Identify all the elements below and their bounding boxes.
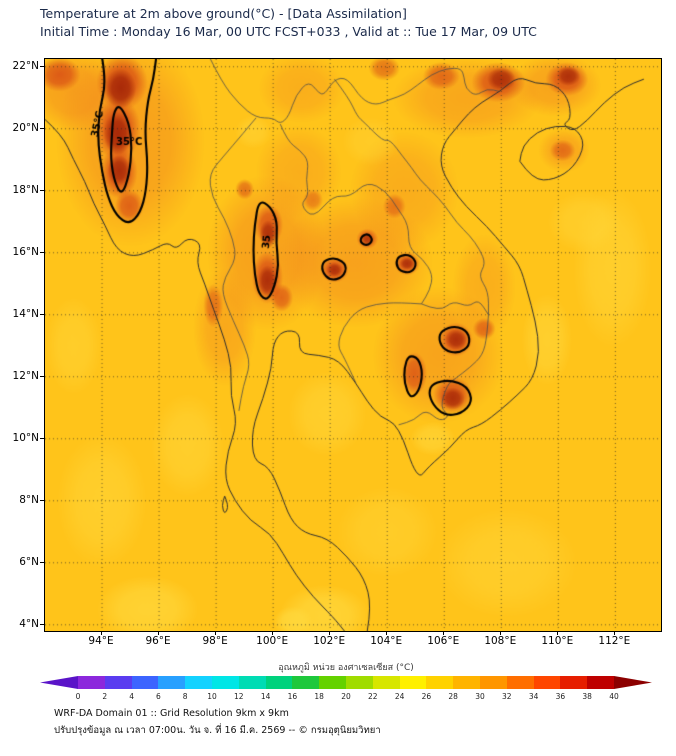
- colorbar-segment: [399, 676, 427, 689]
- lon-tick-mark: [272, 631, 274, 635]
- colorbar-tick-label: 26: [421, 692, 432, 701]
- lat-tick-label: 22°N: [12, 59, 39, 72]
- colorbar-tick-labels: 0 2 4 6 8 10 12 14 16 18 20 22 24 26 28 30 32 34 36 38 40: [40, 692, 652, 702]
- colorbar-segment: [426, 676, 454, 689]
- lon-tick-mark: [158, 631, 160, 635]
- colorbar-tick-label: 2: [102, 692, 108, 701]
- colorbar-tick-label: 18: [314, 692, 324, 701]
- lon-tick-mark: [443, 631, 445, 635]
- colorbar-tick-label: 28: [448, 692, 458, 701]
- lat-tick-label: 10°N: [12, 431, 39, 444]
- lon-tick-label: 104°E: [370, 635, 403, 647]
- lat-tick-label: 16°N: [12, 245, 39, 258]
- colorbar-tick-label: 40: [609, 692, 619, 701]
- lat-tick-label: 12°N: [12, 369, 39, 382]
- colorbar-segment: [345, 676, 373, 689]
- map-title: Temperature at 2m above ground(°C) - [Da…: [40, 6, 407, 21]
- lon-tick-label: 100°E: [256, 635, 289, 647]
- colorbar-segment: [185, 676, 212, 689]
- lon-tick-mark: [329, 631, 331, 635]
- lat-tick-label: 18°N: [12, 183, 39, 196]
- colorbar-tick-label: 4: [129, 692, 134, 701]
- colorbar-tick-label: 32: [502, 692, 512, 701]
- lat-tick-mark: [40, 375, 44, 377]
- colorbar-segment: [319, 676, 346, 689]
- lat-tick-mark: [40, 127, 44, 129]
- colorbar-right-arrow: [614, 676, 652, 689]
- temperature-map-canvas: [44, 58, 662, 632]
- colorbar-tick-label: 14: [260, 692, 271, 701]
- colorbar-segment: [104, 676, 132, 689]
- colorbar-tick-label: 20: [341, 692, 351, 701]
- lon-tick-label: 98°E: [202, 635, 228, 647]
- lat-tick-mark: [40, 437, 44, 439]
- colorbar-segment: [292, 676, 320, 689]
- colorbar-segment: [506, 676, 534, 689]
- colorbar-tick-label: 12: [234, 692, 244, 701]
- lat-tick-label: 6°N: [19, 555, 39, 568]
- lat-tick-mark: [40, 313, 44, 315]
- lon-tick-mark: [557, 631, 559, 635]
- footer-domain-info: WRF-DA Domain 01 :: Grid Resolution 9km …: [54, 708, 289, 719]
- lon-tick-label: 110°E: [541, 635, 574, 647]
- colorbar-segment: [453, 676, 480, 689]
- lon-tick-label: 108°E: [484, 635, 517, 647]
- map-subtitle: Initial Time : Monday 16 Mar, 00 UTC FCS…: [40, 24, 537, 39]
- lat-tick-label: 8°N: [19, 493, 39, 506]
- colorbar-segment: [533, 676, 561, 689]
- colorbar-tick-label: 16: [287, 692, 298, 701]
- lon-tick-mark: [386, 631, 388, 635]
- colorbar-gradient: [78, 676, 614, 689]
- colorbar-segment: [78, 676, 105, 689]
- colorbar-segment: [372, 676, 400, 689]
- lon-tick-label: 96°E: [145, 635, 171, 647]
- colorbar: [40, 676, 652, 689]
- colorbar-tick-label: 0: [75, 692, 81, 701]
- colorbar-segment: [560, 676, 588, 689]
- colorbar-tick-label: 8: [182, 692, 188, 701]
- colorbar-tick-label: 24: [394, 692, 405, 701]
- lat-tick-label: 20°N: [12, 121, 39, 134]
- lat-tick-mark: [40, 251, 44, 253]
- lon-tick-label: 106°E: [427, 635, 460, 647]
- lon-tick-mark: [500, 631, 502, 635]
- colorbar-segment: [265, 676, 293, 689]
- map-panel: 22°N 20°N 18°N 16°N 14°N 12°N 10°N 8°N 6°N 4°N 94°…: [12, 58, 662, 647]
- colorbar-left-arrow: [40, 676, 78, 689]
- colorbar-segment: [211, 676, 239, 689]
- colorbar-segment: [158, 676, 186, 689]
- lon-tick-label: 112°E: [598, 635, 631, 647]
- colorbar-tick-label: 30: [475, 692, 485, 701]
- colorbar-tick-label: 10: [207, 692, 217, 701]
- lat-tick-mark: [40, 499, 44, 501]
- lat-tick-label: 14°N: [12, 307, 39, 320]
- colorbar-segment: [131, 676, 159, 689]
- footer-update-info: ปรับปรุงข้อมูล ณ เวลา 07:00น. วัน จ. ที่…: [54, 725, 381, 736]
- colorbar-segment: [479, 676, 507, 689]
- lon-tick-label: 94°E: [88, 635, 114, 647]
- lat-tick-mark: [40, 623, 44, 625]
- lat-tick-label: 4°N: [19, 617, 39, 630]
- colorbar-tick-label: 6: [156, 692, 161, 701]
- colorbar-segment: [587, 676, 614, 689]
- colorbar-tick-label: 38: [582, 692, 592, 701]
- colorbar-tick-label: 22: [368, 692, 378, 701]
- lon-tick-label: 102°E: [313, 635, 346, 647]
- lat-tick-mark: [40, 561, 44, 563]
- colorbar-segment: [238, 676, 266, 689]
- lon-tick-mark: [101, 631, 103, 635]
- lat-tick-mark: [40, 65, 44, 67]
- colorbar-title: อุณหภูมิ หน่วย องศาเซลเซียส (°C): [278, 663, 414, 673]
- colorbar-tick-label: 34: [528, 692, 539, 701]
- colorbar-tick-label: 36: [555, 692, 566, 701]
- lat-tick-mark: [40, 189, 44, 191]
- lon-tick-mark: [614, 631, 616, 635]
- lon-tick-mark: [215, 631, 217, 635]
